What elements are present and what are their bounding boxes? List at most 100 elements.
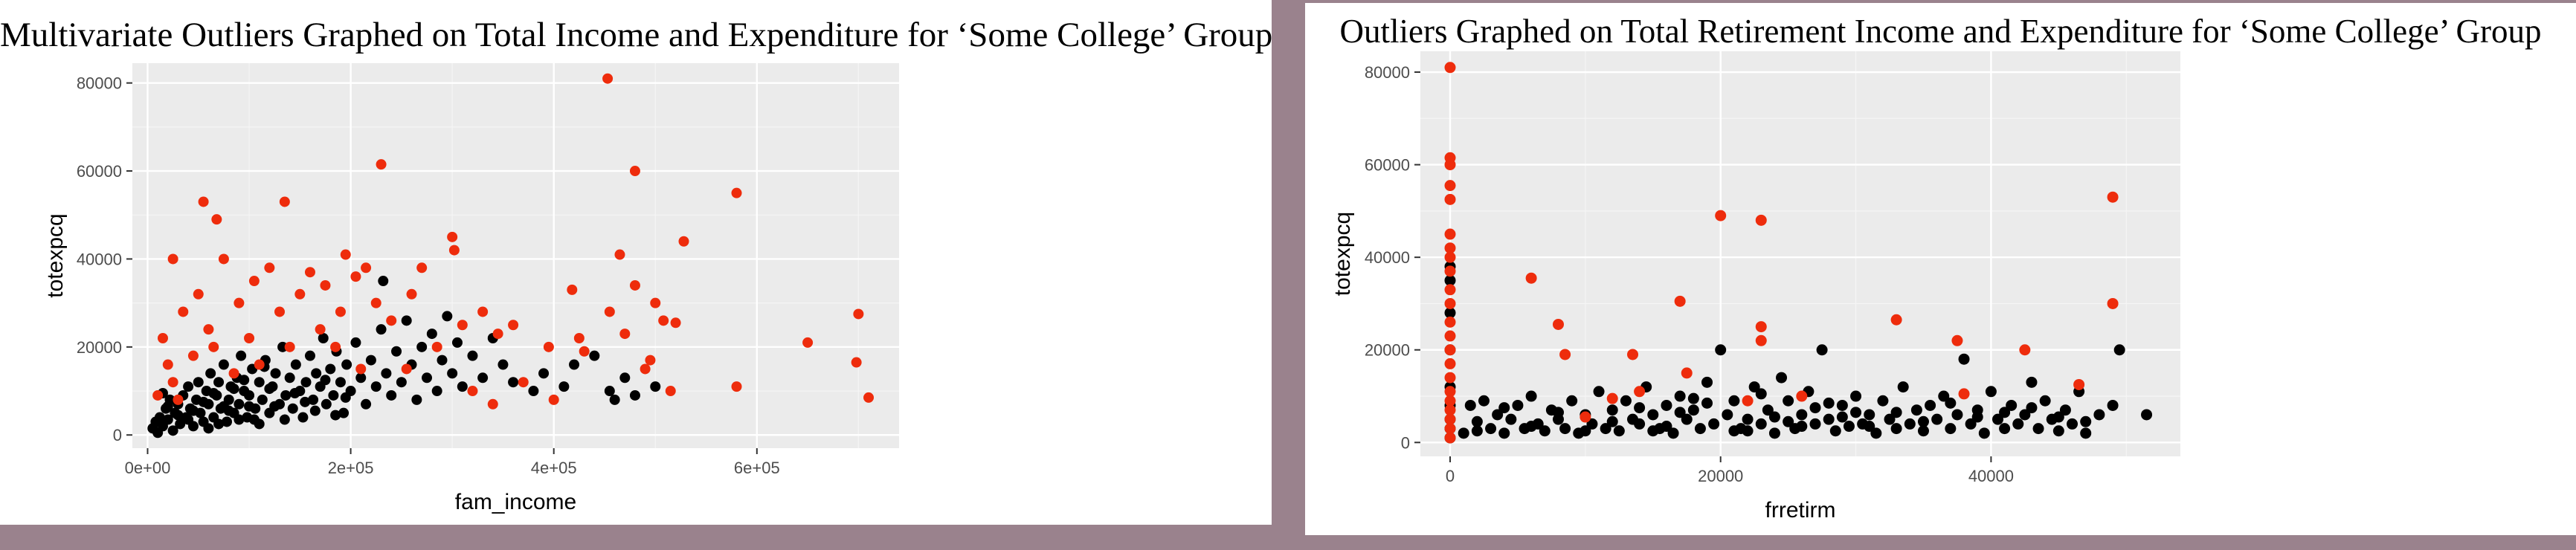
left-inlier-point	[589, 350, 600, 361]
right-inlier-point	[1776, 372, 1788, 384]
right-outlier-point	[1755, 334, 1767, 346]
left-inlier-point	[234, 414, 245, 425]
right-inlier-point	[1634, 402, 1646, 414]
left-chart-panel: Multivariate Outliers Graphed on Total I…	[0, 0, 1272, 525]
left-outlier-point	[579, 346, 590, 357]
left-outlier-point	[264, 262, 275, 274]
left-inlier-point	[311, 368, 322, 379]
left-outlier-point	[294, 288, 306, 300]
left-inlier-point	[244, 389, 255, 401]
left-inlier-point	[173, 410, 184, 421]
left-inlier-point	[287, 403, 298, 414]
right-inlier-point	[1755, 418, 1767, 430]
right-outlier-point	[2107, 297, 2119, 309]
left-inlier-point	[234, 398, 245, 410]
left-inlier-point	[422, 372, 433, 384]
right-outlier-point	[1634, 386, 1646, 398]
left-inlier-point	[416, 341, 428, 352]
left-inlier-point	[396, 377, 407, 388]
right-outlier-point	[1444, 358, 1456, 369]
right-inlier-point	[1586, 418, 1598, 430]
left-outlier-point	[518, 377, 529, 388]
right-inlier-point	[1904, 418, 1916, 430]
right-outlier-point	[2073, 378, 2085, 390]
right-inlier-point	[1992, 413, 2004, 425]
left-inlier-point	[381, 368, 392, 379]
left-outlier-point	[167, 377, 178, 388]
right-inlier-point	[1498, 427, 1510, 439]
right-inlier-point	[1965, 418, 1977, 430]
left-inlier-point	[175, 418, 186, 430]
right-inlier-point	[1816, 344, 1828, 356]
right-inlier-point	[1647, 425, 1659, 437]
left-inlier-point	[284, 372, 295, 384]
right-outlier-point	[1755, 321, 1767, 333]
right-outlier-point	[1444, 242, 1456, 254]
left-inlier-point	[279, 414, 290, 425]
right-inlier-point	[1783, 415, 1794, 427]
left-inlier-point	[340, 392, 351, 403]
right-inlier-point	[1661, 421, 1672, 433]
right-inlier-point	[1715, 344, 1727, 356]
left-inlier-point	[355, 372, 367, 384]
left-y-tick-label: 20000	[77, 338, 122, 357]
left-inlier-point	[330, 410, 341, 421]
left-inlier-point	[528, 386, 539, 397]
left-inlier-point	[569, 359, 580, 370]
left-inlier-point	[193, 377, 204, 388]
left-outlier-point	[370, 297, 381, 308]
left-outlier-point	[467, 386, 478, 397]
left-y-tick-label: 80000	[77, 74, 122, 93]
right-outlier-point	[2019, 344, 2031, 356]
left-inlier-point	[290, 359, 301, 370]
right-outlier-point	[1715, 210, 1727, 221]
left-outlier-point	[208, 341, 219, 352]
left-inlier-point	[325, 363, 336, 375]
left-outlier-point	[492, 329, 503, 340]
right-inlier-point	[1681, 413, 1693, 425]
left-outlier-point	[248, 276, 260, 287]
right-inlier-point	[1829, 425, 1841, 437]
right-inlier-point	[1566, 395, 1578, 407]
left-outlier-point	[279, 196, 290, 207]
right-outlier-point	[1444, 404, 1456, 416]
right-inlier-point	[1464, 399, 1476, 411]
right-inlier-point	[1890, 407, 1902, 418]
left-outlier-point	[162, 359, 173, 370]
left-inlier-point	[386, 389, 397, 401]
right-inlier-point	[1910, 404, 1922, 416]
left-inlier-point	[338, 407, 350, 418]
right-outlier-point	[1606, 392, 1618, 404]
right-inlier-point	[1620, 395, 1632, 407]
right-inlier-point	[1823, 413, 1835, 425]
left-inlier-point	[208, 388, 219, 398]
left-inlier-point	[162, 414, 173, 425]
right-inlier-point	[2052, 425, 2064, 437]
left-inlier-point	[477, 372, 489, 384]
left-outlier-point	[640, 363, 651, 375]
right-y-axis-title: totexpcq	[1330, 212, 1355, 296]
left-inlier-point	[401, 315, 412, 326]
left-x-tick-label: 6e+05	[734, 459, 780, 477]
right-x-tick-label: 40000	[1968, 467, 2014, 485]
left-inlier-point	[218, 401, 229, 412]
right-inlier-point	[1897, 381, 1909, 393]
right-outlier-point	[1444, 251, 1456, 263]
right-inlier-point	[1985, 386, 1997, 398]
right-outlier-point	[1958, 388, 1970, 400]
right-inlier-point	[1836, 399, 1848, 411]
left-y-tick-label: 60000	[77, 162, 122, 181]
right-inlier-point	[1823, 397, 1835, 409]
right-x-tick-label: 0	[1446, 467, 1455, 485]
left-inlier-point	[280, 389, 292, 401]
right-y-tick-label: 80000	[1365, 63, 1410, 82]
right-inlier-point	[1958, 353, 1970, 365]
left-outlier-point	[152, 389, 164, 401]
left-inlier-point	[350, 337, 361, 348]
right-inlier-point	[1647, 409, 1659, 421]
left-outlier-point	[234, 297, 245, 308]
left-outlier-point	[211, 214, 222, 225]
right-outlier-point	[1444, 159, 1456, 171]
left-outlier-point	[477, 306, 489, 317]
left-inlier-point	[328, 389, 339, 401]
